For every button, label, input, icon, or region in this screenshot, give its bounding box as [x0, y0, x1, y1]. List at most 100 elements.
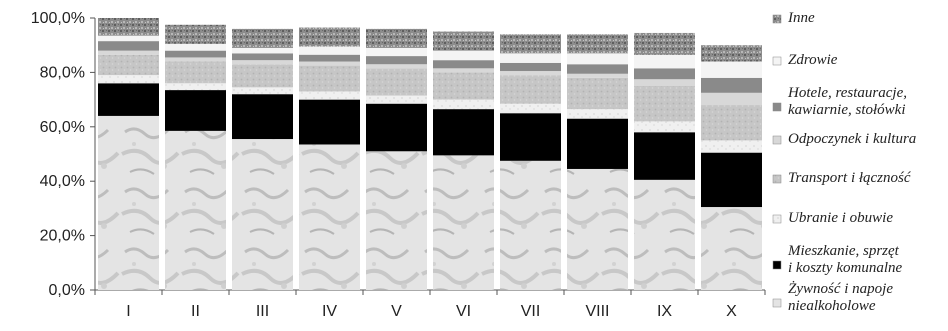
bar-segment	[433, 109, 494, 156]
bar-segment	[567, 77, 628, 110]
bar-segment	[634, 32, 695, 55]
bar-segment	[701, 77, 762, 93]
bar-segment	[634, 86, 695, 122]
bar-segment	[299, 54, 360, 62]
bar-segment	[500, 62, 561, 72]
bar-segment	[433, 99, 494, 110]
legend-swatch	[772, 56, 782, 66]
bar-segment	[366, 56, 427, 65]
bar-segment	[567, 73, 628, 78]
legend-label: Transport i łączność	[788, 170, 912, 186]
bar-segment	[634, 132, 695, 180]
bar-segment	[366, 68, 427, 96]
x-category-label: II	[191, 303, 200, 320]
bar-segment	[299, 27, 360, 47]
bar-segment	[567, 34, 628, 54]
legend-swatch	[772, 102, 782, 112]
bar-segment	[299, 61, 360, 66]
bar-segment	[634, 68, 695, 80]
bar-segment	[98, 54, 159, 76]
bar-segment	[567, 64, 628, 74]
bar-segment	[98, 115, 159, 290]
bar-segment	[701, 152, 762, 208]
bar-segment	[165, 83, 226, 91]
bar-segment	[165, 50, 226, 58]
bar-segment	[634, 121, 695, 133]
x-category-label: X	[726, 303, 737, 320]
bar-segment	[232, 94, 293, 140]
bar-segment	[500, 75, 561, 104]
bar-segment	[299, 91, 360, 100]
bar-segment	[98, 35, 159, 42]
bar-segment	[98, 18, 159, 36]
x-category-label: VII	[521, 303, 541, 320]
bar-segment	[701, 105, 762, 141]
bar-segment	[232, 64, 293, 88]
bar-segment	[366, 47, 427, 57]
bar-segment	[567, 168, 628, 290]
bar-segment	[634, 79, 695, 86]
legend-label: Inne	[787, 10, 815, 26]
bar-segment	[232, 53, 293, 61]
bar-segment	[299, 65, 360, 92]
legend-label: Odpoczynek i kultura	[788, 131, 916, 147]
bar-segment	[500, 34, 561, 54]
x-category-label: III	[256, 303, 269, 320]
bar-segment	[500, 53, 561, 63]
y-tick-label: 60,0%	[40, 119, 85, 136]
bar-segment	[701, 45, 762, 62]
legend-swatch	[772, 135, 782, 145]
bar-segment	[165, 24, 226, 44]
bar-segment	[232, 87, 293, 95]
bar-segment	[433, 68, 494, 73]
bar-segment	[366, 95, 427, 104]
x-category-label: V	[391, 303, 402, 320]
bar-segment	[232, 139, 293, 290]
bar-segment	[165, 61, 226, 84]
bar-segment	[232, 28, 293, 48]
bar-segment	[701, 61, 762, 78]
y-tick-label: 20,0%	[40, 228, 85, 245]
legend-label: Hotele, restauracje, kawiarnie, stołówki	[787, 85, 907, 118]
y-tick-label: 80,0%	[40, 64, 85, 81]
x-category-label: VIII	[585, 303, 609, 320]
bar-segment	[634, 54, 695, 69]
bar-segment	[299, 99, 360, 145]
bar-segment	[165, 90, 226, 131]
bar-segment	[567, 109, 628, 119]
legend-label: Mieszkanie, sprzęt i koszty komunalne	[787, 243, 902, 276]
bar-segment	[98, 41, 159, 51]
bar-segment	[701, 207, 762, 290]
bar-segment	[500, 71, 561, 76]
bar-segment	[165, 130, 226, 290]
x-category-label: IX	[657, 303, 672, 320]
bar-segment	[165, 43, 226, 51]
bar-segment	[500, 113, 561, 161]
legend-swatch	[772, 214, 782, 224]
bar-segment	[299, 144, 360, 290]
legend-swatch	[772, 260, 782, 270]
y-tick-label: 100,0%	[31, 10, 85, 27]
bar-segment	[433, 155, 494, 290]
legend-swatch	[772, 298, 782, 308]
bar-segment	[500, 160, 561, 290]
bar-segment	[433, 72, 494, 100]
bar-segment	[500, 103, 561, 114]
y-tick-label: 40,0%	[40, 173, 85, 190]
bar-segment	[98, 83, 159, 116]
bar-segment	[366, 103, 427, 152]
bar-segment	[366, 64, 427, 69]
x-category-label: IV	[322, 303, 337, 320]
bar-segment	[433, 31, 494, 51]
bar-segment	[165, 57, 226, 62]
legend-swatch	[772, 14, 782, 24]
bar-segment	[433, 60, 494, 69]
bar-segment	[98, 50, 159, 55]
legend-label: Żywność i napoje niealkoholowe	[788, 281, 893, 314]
legend-label: Zdrowie	[788, 52, 838, 68]
bar-segment	[567, 53, 628, 65]
bar-segment	[232, 60, 293, 65]
legend-label: Ubranie i obuwie	[788, 210, 893, 226]
x-category-label: VI	[456, 303, 471, 320]
